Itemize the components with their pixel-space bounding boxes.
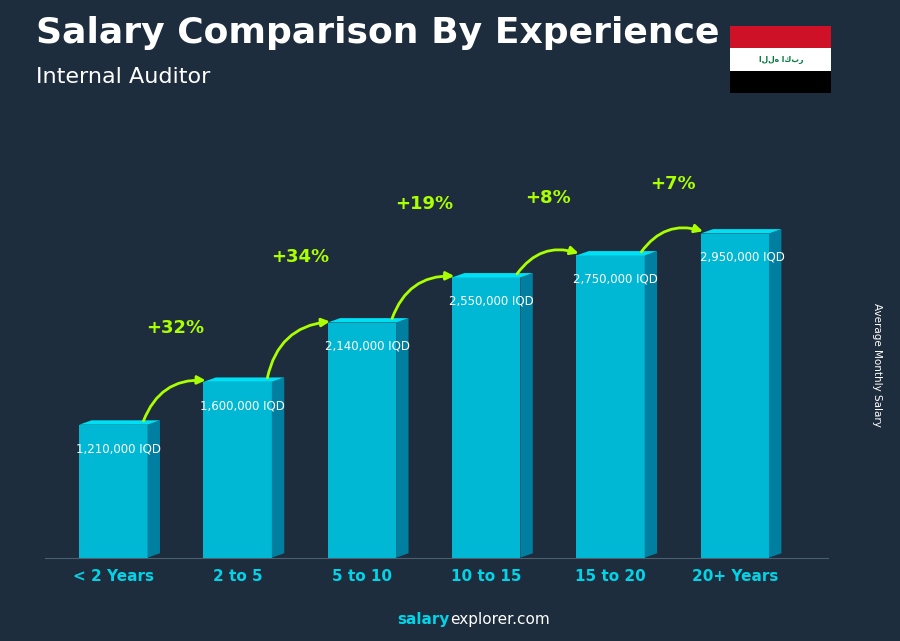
Bar	[79, 425, 148, 558]
Polygon shape	[576, 251, 657, 256]
Text: +34%: +34%	[271, 248, 328, 266]
Bar	[730, 48, 832, 71]
Text: explorer.com: explorer.com	[450, 612, 550, 627]
Bar	[700, 233, 769, 558]
Text: +7%: +7%	[650, 174, 696, 192]
Text: Salary Comparison By Experience: Salary Comparison By Experience	[36, 16, 719, 50]
Text: 2,550,000 IQD: 2,550,000 IQD	[449, 295, 534, 308]
Polygon shape	[520, 273, 533, 558]
Text: الله اكبر: الله اكبر	[759, 54, 803, 64]
Text: 1,600,000 IQD: 1,600,000 IQD	[201, 399, 285, 412]
Polygon shape	[769, 229, 781, 558]
Text: 2,140,000 IQD: 2,140,000 IQD	[325, 340, 410, 353]
Polygon shape	[203, 378, 284, 382]
Text: 1,210,000 IQD: 1,210,000 IQD	[76, 442, 161, 455]
Bar	[328, 322, 396, 558]
Polygon shape	[452, 273, 533, 278]
Polygon shape	[644, 251, 657, 558]
Text: Internal Auditor: Internal Auditor	[36, 67, 211, 87]
Polygon shape	[148, 420, 160, 558]
Polygon shape	[328, 318, 409, 322]
Polygon shape	[396, 318, 409, 558]
Text: +8%: +8%	[526, 189, 572, 207]
Text: Average Monthly Salary: Average Monthly Salary	[872, 303, 883, 428]
Polygon shape	[272, 378, 284, 558]
Text: +19%: +19%	[395, 196, 453, 213]
Bar	[730, 26, 832, 48]
Polygon shape	[79, 420, 160, 425]
Bar	[730, 71, 832, 93]
Text: 2,950,000 IQD: 2,950,000 IQD	[700, 251, 785, 264]
Bar	[452, 278, 520, 558]
Bar	[576, 256, 644, 558]
Polygon shape	[700, 229, 781, 233]
Text: 2,750,000 IQD: 2,750,000 IQD	[573, 273, 658, 286]
Text: salary: salary	[398, 612, 450, 627]
Bar	[203, 382, 272, 558]
Text: +32%: +32%	[147, 319, 204, 337]
